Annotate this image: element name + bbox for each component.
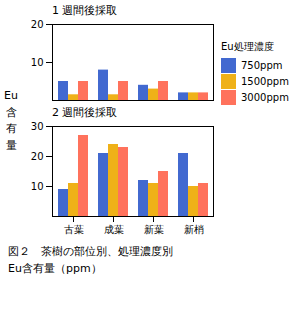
svg-text:新梢: 新梢 (184, 224, 204, 235)
svg-text:新葉: 新葉 (144, 224, 164, 235)
svg-text:10: 10 (31, 181, 44, 192)
html-text:Eu処理濃度: Eu処理濃度 (221, 41, 274, 52)
svg-text:古葉: 古葉 (64, 224, 84, 235)
html-text:3000ppm: 3000ppm (241, 92, 289, 103)
svg-text:20: 20 (31, 19, 44, 30)
html-text:Eu 含 有 量: Eu 含 有 量 (4, 89, 18, 152)
html-text:2 週間後採取: 2 週間後採取 (52, 106, 118, 119)
svg-text:10: 10 (31, 57, 44, 68)
html-text:1500ppm: 1500ppm (241, 76, 289, 87)
html-text:750ppm: 750ppm (241, 60, 283, 71)
svg-text:30: 30 (31, 121, 44, 132)
html-text:1 週間後採取: 1 週間後採取 (52, 4, 118, 17)
html-text:図２ 茶樹の部位別、処理濃度別 Eu含有量（ppm）: 図２ 茶樹の部位別、処理濃度別 Eu含有量（ppm） (8, 245, 173, 275)
svg-text:成葉: 成葉 (104, 224, 124, 235)
svg-text:20: 20 (31, 151, 44, 162)
